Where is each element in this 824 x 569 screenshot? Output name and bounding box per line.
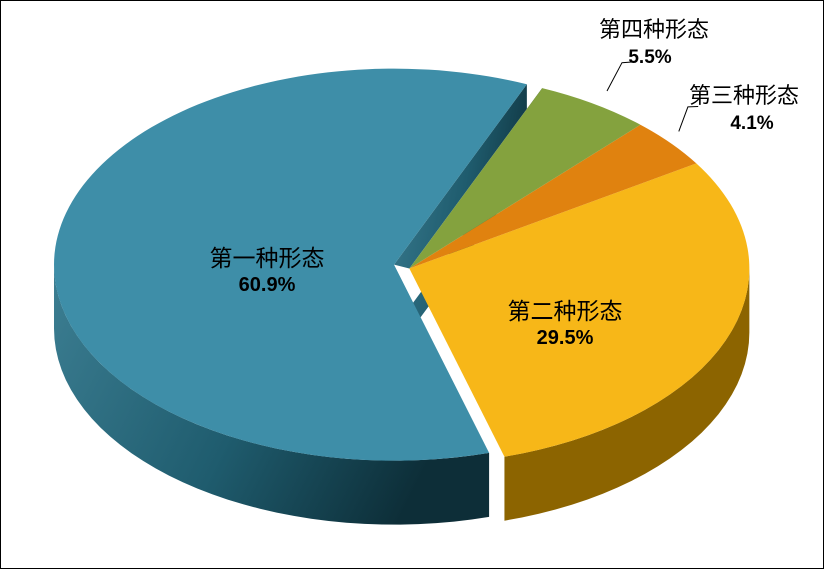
svg-text:4.1%: 4.1% [730,113,773,134]
svg-text:第二种形态: 第二种形态 [508,299,623,324]
svg-text:5.5%: 5.5% [628,47,671,68]
svg-text:60.9%: 60.9% [239,274,296,296]
svg-text:第一种形态: 第一种形态 [210,246,325,271]
svg-text:第三种形态: 第三种形态 [689,83,799,108]
svg-text:第四种形态: 第四种形态 [599,17,709,42]
svg-text:29.5%: 29.5% [537,327,594,349]
